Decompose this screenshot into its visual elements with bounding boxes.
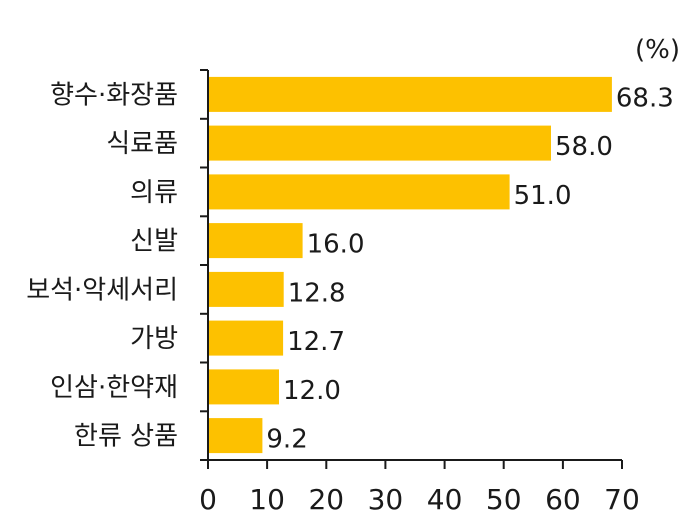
value-label: 51.0 xyxy=(514,181,572,211)
value-label: 12.7 xyxy=(287,327,345,357)
bar-5 xyxy=(208,271,284,307)
value-label: 12.8 xyxy=(288,278,346,308)
x-tick-label: 60 xyxy=(545,483,581,516)
x-tick-label: 0 xyxy=(199,483,217,516)
category-label: 신발 xyxy=(130,227,178,257)
bar-6 xyxy=(208,320,284,356)
bar-8 xyxy=(208,418,263,454)
x-tick-label: 10 xyxy=(249,483,285,516)
x-tick-label: 40 xyxy=(427,483,463,516)
bar-4 xyxy=(208,223,303,259)
x-tick-label: 50 xyxy=(486,483,522,516)
category-label: 의류 xyxy=(130,178,178,208)
category-label: 향수·화장품 xyxy=(50,80,178,110)
bar-3 xyxy=(208,174,510,210)
value-label: 58.0 xyxy=(555,132,613,162)
x-tick-label: 20 xyxy=(308,483,344,516)
category-label: 한류 상품 xyxy=(74,422,178,452)
value-label: 9.2 xyxy=(266,425,307,455)
category-label: 인삼·한약재 xyxy=(50,373,178,403)
category-label: 식료품 xyxy=(106,129,178,159)
bar-1 xyxy=(208,76,612,112)
value-label: 68.3 xyxy=(616,83,674,113)
category-label: 보석·악세서리 xyxy=(26,275,178,305)
x-tick-label: 30 xyxy=(368,483,404,516)
x-tick-label: 70 xyxy=(604,483,640,516)
category-label: 가방 xyxy=(130,324,178,354)
value-label: 16.0 xyxy=(307,230,365,260)
value-label: 12.0 xyxy=(283,376,341,406)
bar-7 xyxy=(208,369,279,405)
unit-label: (%) xyxy=(635,35,680,65)
bar-2 xyxy=(208,125,551,161)
